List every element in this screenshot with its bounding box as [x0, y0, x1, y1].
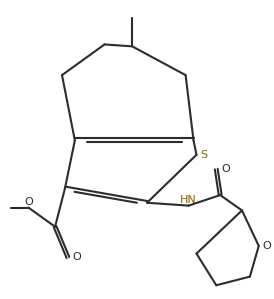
Text: O: O	[262, 241, 271, 251]
Text: S: S	[200, 150, 207, 160]
Text: O: O	[221, 164, 230, 174]
Text: O: O	[73, 252, 81, 263]
Text: HN: HN	[180, 195, 197, 205]
Text: O: O	[24, 197, 33, 207]
